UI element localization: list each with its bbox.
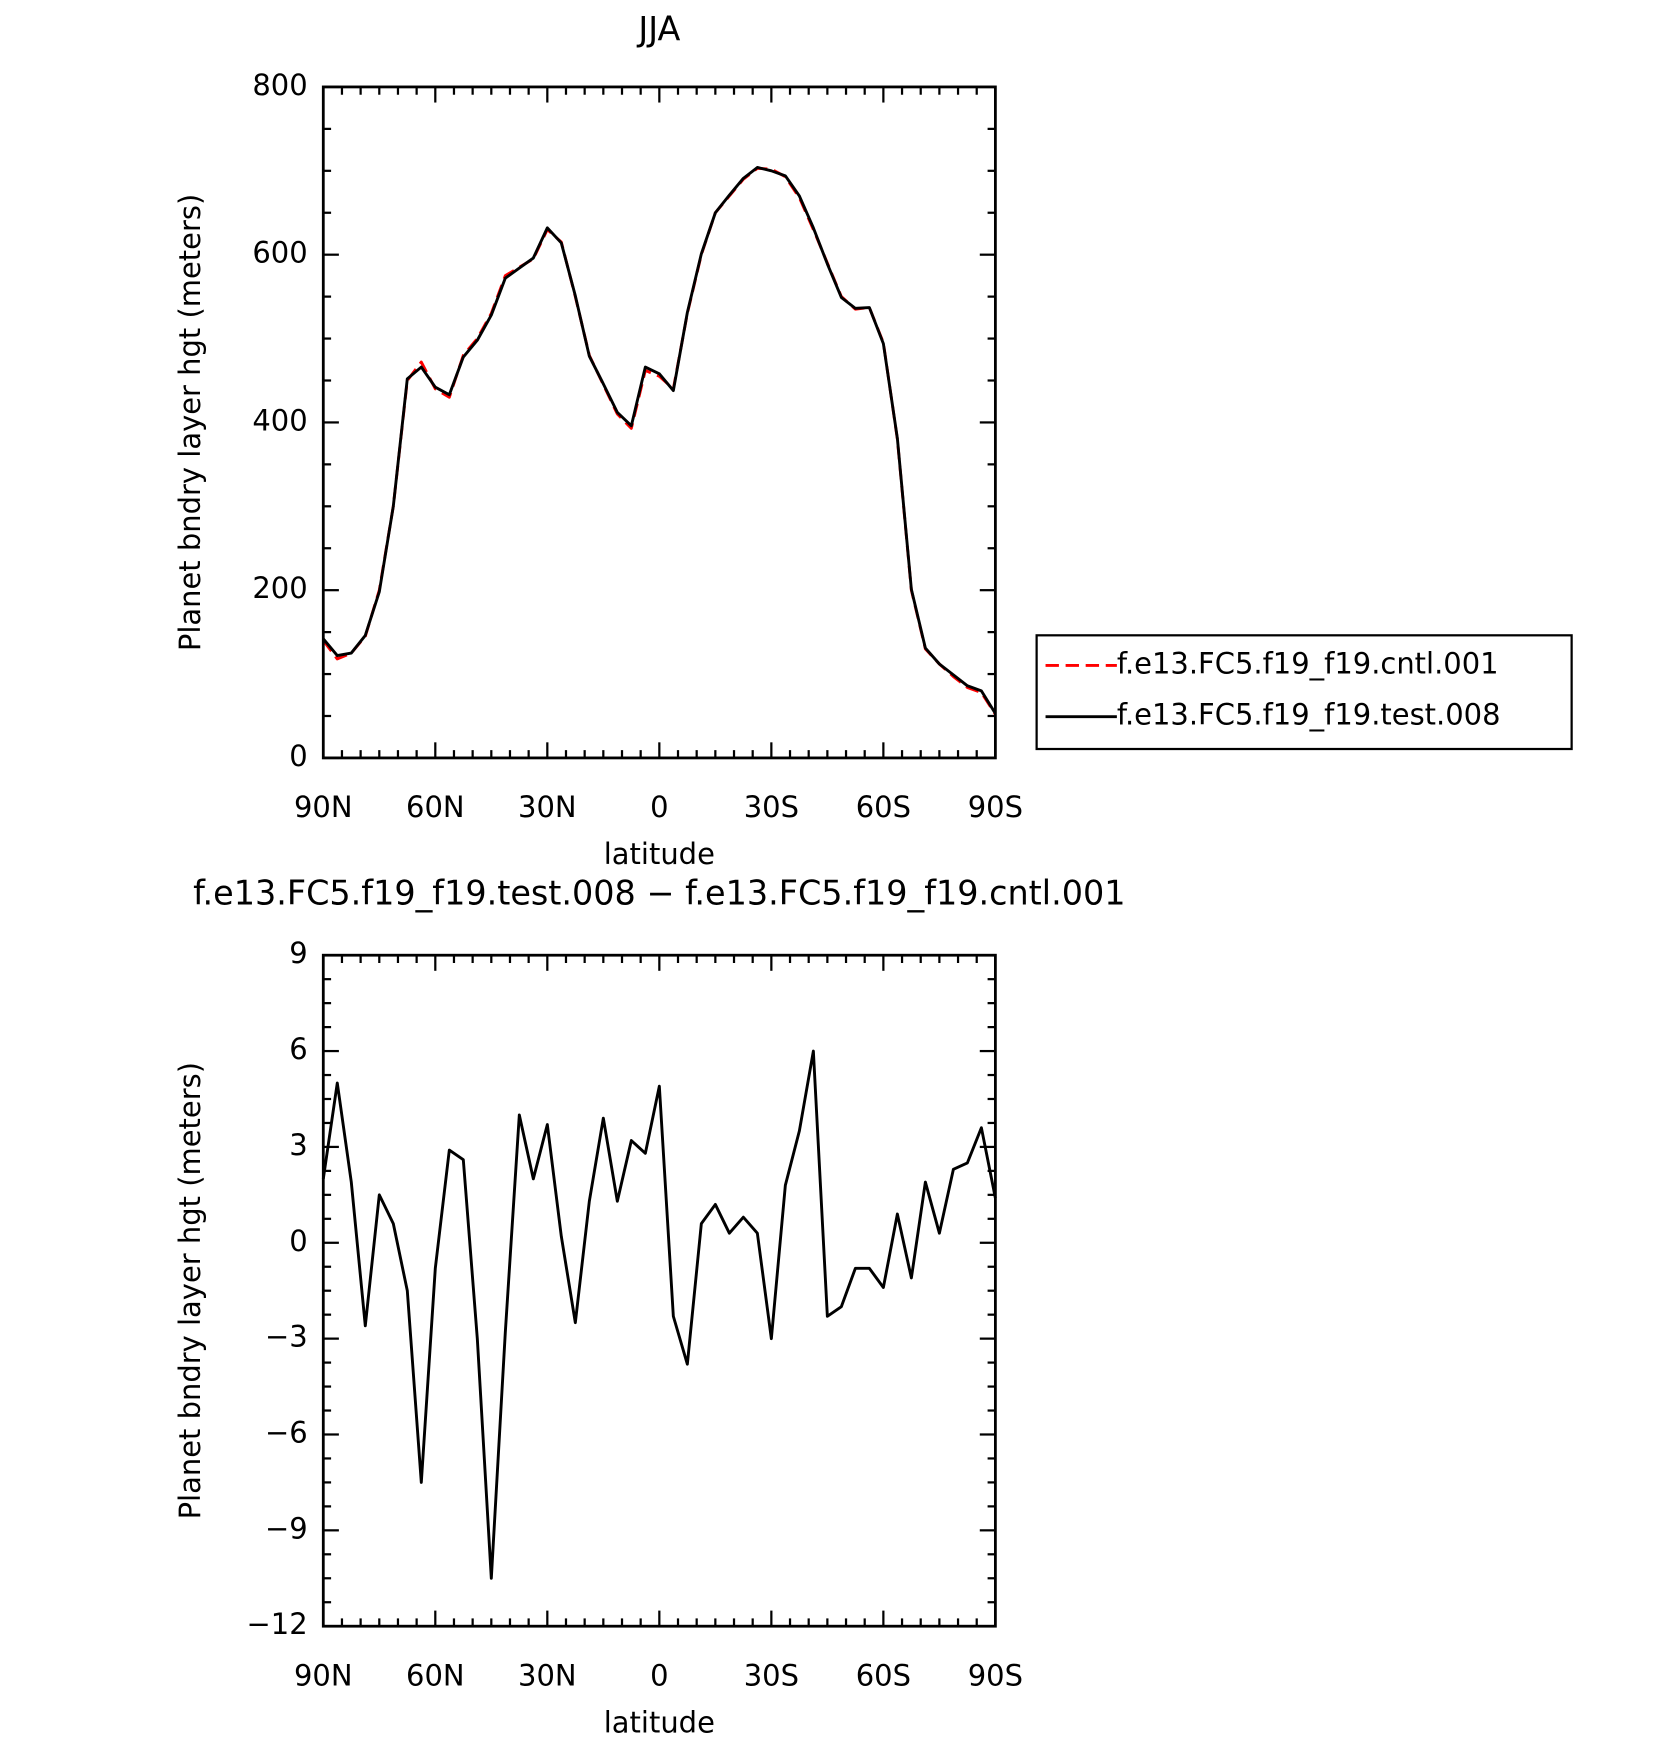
x-tick-label: 60S: [856, 790, 911, 824]
y-tick-label: 200: [252, 571, 307, 605]
x-tick-label: 30N: [518, 1658, 577, 1692]
x-tick-label: 30S: [744, 790, 799, 824]
x-tick-label: 60S: [856, 1658, 911, 1692]
x-tick-label: 30N: [518, 790, 577, 824]
x-tick-label: 90S: [968, 1658, 1023, 1692]
y-tick-label: 9: [289, 936, 307, 970]
y-tick-label: −12: [247, 1607, 308, 1641]
y-axis-label: Planet bndry layer hgt (meters): [173, 1062, 207, 1519]
line-series: [322, 166, 997, 715]
y-tick-label: 0: [289, 739, 307, 773]
legend-box: [1035, 634, 1573, 751]
plot-frame: [321, 953, 997, 1628]
y-axis-label: Planet bndry layer hgt (meters): [173, 194, 207, 651]
y-tick-label: 600: [252, 236, 307, 270]
y-tick-label: 3: [289, 1128, 307, 1162]
y-tick-label: −6: [265, 1415, 308, 1449]
x-tick-label: 60N: [406, 790, 465, 824]
plot-frame: [321, 85, 997, 760]
chart-title: JJA: [636, 10, 680, 49]
x-tick-label: 90N: [294, 790, 353, 824]
x-tick-label: 90N: [294, 1658, 353, 1692]
x-tick-label: 60N: [406, 1658, 465, 1692]
y-tick-label: 800: [252, 68, 307, 102]
y-tick-label: 0: [289, 1224, 307, 1258]
x-tick-label: 0: [650, 790, 668, 824]
y-tick-label: 400: [252, 403, 307, 437]
x-tick-label: 0: [650, 1658, 668, 1692]
x-axis-label: latitude: [604, 837, 715, 871]
legend-label: f.e13.FC5.f19_f19.cntl.001: [1117, 646, 1499, 680]
y-tick-label: −9: [265, 1511, 308, 1545]
x-axis-label: latitude: [604, 1705, 715, 1739]
y-tick-label: 6: [289, 1032, 307, 1066]
y-tick-label: −3: [265, 1320, 308, 1354]
legend-label: f.e13.FC5.f19_f19.test.008: [1117, 698, 1501, 732]
line-series: [322, 166, 997, 716]
x-tick-label: 90S: [968, 790, 1023, 824]
line-series: [321, 1049, 997, 1580]
chart-title: f.e13.FC5.f19_f19.test.008 − f.e13.FC5.f…: [193, 874, 1125, 913]
x-tick-label: 30S: [744, 1658, 799, 1692]
